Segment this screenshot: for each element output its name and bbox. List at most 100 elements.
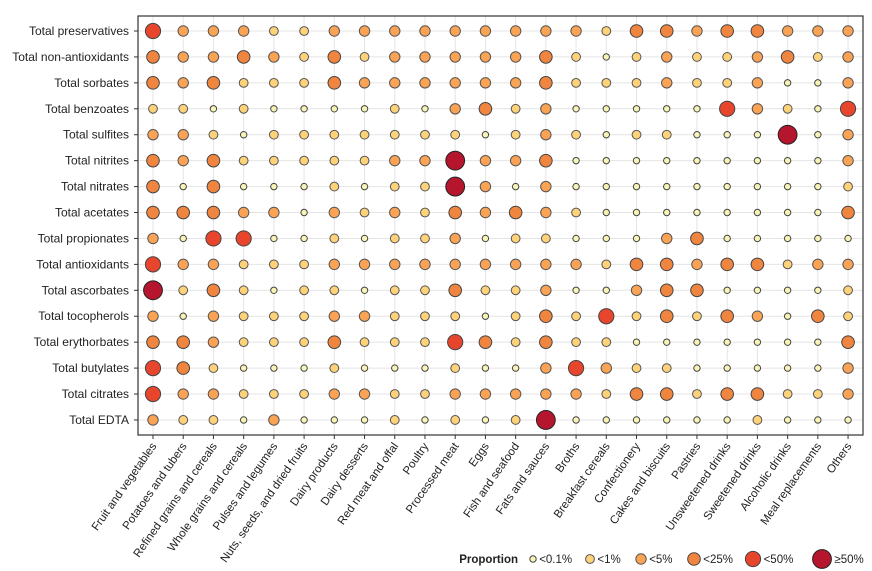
data-point: Total nitrates / Fish and seafood: <0.1% [511,182,520,191]
data-point: Total preservatives / Fish and seafood: … [509,25,522,37]
data-point: Total butylates / Breakfast cereals: <5% [600,362,612,374]
data-point: Total non-antioxidants / Sweetened drink… [751,51,764,63]
data-point: Total non-antioxidants / Poultry: <5% [419,51,431,63]
data-point: Total propionates / Unsweetened drinks: … [723,234,731,243]
data-point: Total preservatives / Unsweetened drinks… [720,24,734,38]
data-point: Total ascorbates / Eggs: <1% [480,285,491,296]
data-point: Total antioxidants / Cakes and biscuits:… [659,257,674,272]
data-point: Total tocopherols / Poultry: <1% [420,311,430,322]
data-point: Total acetates / Eggs: <5% [479,206,492,219]
data-point: Total preservatives / Eggs: <5% [479,25,492,37]
data-point: Total non-antioxidants / Meal replacemen… [812,52,823,62]
data-point: Total erythorbates / Dairy desserts: <1% [359,337,370,348]
data-point: Total nitrites / Nuts, seeds, and dried … [299,155,310,166]
data-point: Total citrates / Eggs: <5% [479,388,492,400]
data-point: Total tocopherols / Fish and seafood: <1… [510,311,521,322]
data-point: Total propionates / Pastries: <25% [690,231,704,246]
data-point: Total erythorbates / Broths: <1% [571,337,581,348]
data-point: Total non-antioxidants / Broths: <1% [571,52,581,62]
data-point: Total preservatives / Cakes and biscuits… [659,24,674,38]
data-point: Total non-antioxidants / Eggs: <5% [479,51,492,63]
data-point: Total EDTA / Red meat and offal: <1% [389,415,400,425]
data-point: Total non-antioxidants / Fruit and veget… [146,50,160,64]
legend-key [812,549,832,569]
data-point: Total non-antioxidants / Fish and seafoo… [509,51,522,63]
data-point: Total antioxidants / Others: <5% [842,258,854,271]
data-point: Total nitrates / Meal replacements: <0.1… [814,182,822,191]
data-point: Total sorbates / Red meat and offal: <5% [389,77,401,89]
data-point: Total citrates / Others: <5% [842,388,854,400]
data-point: Total nitrates / Dairy desserts: <0.1% [360,182,369,191]
data-point: Total non-antioxidants / Pastries: <1% [692,52,702,62]
data-point: Total acetates / Refined grains and cere… [206,205,221,220]
data-point: Total non-antioxidants / Dairy desserts:… [359,52,370,62]
data-point: Total tocopherols / Cakes and biscuits: … [659,309,674,324]
data-point: Total nitrates / Processed meat: ≥50% [445,176,466,197]
data-point: Total nitrites / Fats and sauces: <25% [539,153,553,168]
data-point: Total tocopherols / Fruit and vegetables… [147,310,159,322]
data-point: Total nitrites / Poultry: <5% [419,154,431,167]
data-point: Total nitrites / Sweetened drinks: <0.1% [753,156,762,165]
data-point: Total erythorbates / Cakes and biscuits:… [663,338,671,346]
data-point: Total propionates / Broths: <0.1% [572,234,580,243]
data-point: Total benzoates / Potatoes and tubers: <… [178,103,189,114]
data-point: Total butylates / Refined grains and cer… [208,363,219,373]
data-point: Total ascorbates / Red meat and offal: <… [389,285,400,296]
data-point: Total erythorbates / Sweetened drinks: <… [753,338,762,346]
data-point: Total tocopherols / Meal replacements: <… [811,309,825,324]
data-point: Total erythorbates / Nuts, seeds, and dr… [299,337,310,348]
data-point: Total propionates / Eggs: <0.1% [481,234,490,243]
data-point: Total ascorbates / Processed meat: <25% [448,283,463,298]
data-point: Total sulfites / Confectionery: <1% [631,129,642,140]
data-point: Total tocopherols / Eggs: <0.1% [481,312,490,320]
data-point: Total propionates / Cakes and biscuits: … [661,232,673,245]
data-point: Total ascorbates / Meal replacements: <0… [814,286,822,294]
data-point: Total nitrates / Fruit and vegetables: <… [146,179,160,194]
data-point: Total propionates / Refined grains and c… [205,230,222,247]
data-point: Total acetates / Nuts, seeds, and dried … [300,208,308,217]
data-point: Total EDTA / Processed meat: <1% [450,415,461,425]
data-point: Total butylates / Dairy products: <1% [329,363,340,373]
data-point: Total sorbates / Cakes and biscuits: <5% [661,77,673,89]
data-point: Total ascorbates / Dairy desserts: <0.1% [360,286,369,294]
data-point: Total benzoates / Fruit and vegetables: … [148,103,158,114]
data-point: Total citrates / Dairy desserts: <5% [358,388,371,400]
data-point: Total preservatives / Others: <5% [842,25,854,37]
data-point: Total preservatives / Poultry: <5% [419,25,431,37]
data-point: Total antioxidants / Alcoholic drinks: <… [782,259,793,270]
data-point: Total sorbates / Fats and sauces: <25% [539,76,553,90]
data-point: Total non-antioxidants / Pulses and legu… [268,51,280,63]
y-tick-label: Total nitrates [61,180,129,194]
data-point: Total nitrites / Eggs: <5% [479,154,492,167]
data-point: Total propionates / Alcoholic drinks: <0… [783,234,792,243]
x-tick-label: Breakfast cereals [552,441,613,521]
y-tick-label: Total sorbates [54,76,129,90]
legend-label: <50% [764,554,794,566]
y-tick-label: Total preservatives [29,24,129,38]
data-point: Total nitrites / Processed meat: ≥50% [445,150,466,171]
data-point: Total citrates / Refined grains and cere… [207,388,220,400]
data-point: Total antioxidants / Broths: <5% [570,258,582,271]
data-point: Total nitrates / Cakes and biscuits: <0.… [663,182,671,191]
data-point: Total propionates / Confectionery: <0.1% [632,234,641,243]
data-point: Total propionates / Fish and seafood: <1… [510,233,521,244]
data-point: Total tocopherols / Refined grains and c… [207,310,220,322]
data-point: Total tocopherols / Alcoholic drinks: <0… [783,312,792,320]
data-point: Total erythorbates / Refined grains and … [207,336,220,348]
x-tick-label: Others [825,441,855,476]
data-point: Total propionates / Whole grains and cer… [235,230,252,247]
data-point: Total sorbates / Refined grains and cere… [206,76,221,90]
data-point: Total benzoates / Meal replacements: <0.… [814,105,822,113]
data-point: Total sulfites / Dairy desserts: <1% [359,129,370,140]
data-point: Total tocopherols / Confectionery: <1% [631,311,642,322]
data-point: Total sulfites / Sweetened drinks: <0.1% [753,131,762,139]
data-point: Total EDTA / Unsweetened drinks: <0.1% [723,416,731,424]
data-point: Total sulfites / Fruit and vegetables: <… [147,129,159,141]
data-point: Total EDTA / Fish and seafood: <1% [510,415,521,425]
data-point: Total butylates / Fish and seafood: <0.1… [511,364,520,372]
data-point: Total propionates / Potatoes and tubers:… [179,234,187,243]
data-point: Total acetates / Whole grains and cereal… [237,206,250,219]
data-point: Total acetates / Fats and sauces: <5% [540,206,552,219]
data-point: Total sulfites / Meal replacements: <0.1… [814,131,822,139]
y-tick-label: Total propionates [38,231,129,245]
